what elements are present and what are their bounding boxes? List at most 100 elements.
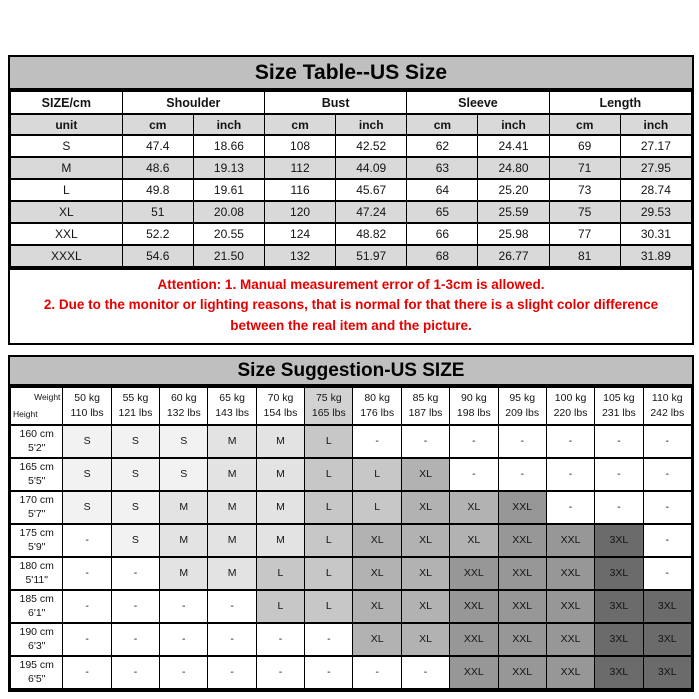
height-label-cell: 190 cm 6'3" [9, 621, 64, 657]
size-suggestion-cell: - [159, 621, 209, 657]
size-table-unit-cell: cm [121, 113, 194, 136]
measurement-cell: 66 [406, 222, 479, 246]
panel-gap [8, 345, 694, 355]
size-suggestion-cell: - [594, 456, 644, 492]
weight-kg-label: 80 kg [364, 391, 390, 404]
size-suggestion-cell: L [352, 489, 402, 525]
size-suggestion-cell: - [594, 489, 644, 525]
height-label-cell: 180 cm 5'11" [9, 555, 64, 591]
size-suggestion-cell: - [642, 522, 693, 558]
measurement-cell: 27.95 [619, 156, 693, 180]
size-suggestion-cell: - [110, 555, 161, 591]
size-suggestion-cell: 3XL [642, 654, 693, 690]
measurement-cell: 68 [406, 244, 479, 268]
size-suggestion-cell: XXL [545, 588, 596, 624]
weight-lbs-label: 121 lbs [118, 406, 153, 419]
size-suggestion-cell: - [400, 654, 451, 690]
measurement-cell: 24.41 [477, 134, 550, 158]
size-suggestion-cell: - [207, 621, 257, 657]
weight-header-cell: 75 kg 165 lbs [304, 385, 354, 426]
size-table-unit-cell: inch [619, 113, 693, 136]
size-suggestion-cell: - [159, 654, 209, 690]
size-suggestion-cell: M [207, 555, 257, 591]
size-table-unit-row: unit cm inch cm inch cm inch cm inch [10, 113, 693, 136]
size-suggestion-cell: - [642, 423, 693, 459]
size-suggestion-cell: - [642, 456, 693, 492]
weight-header-cell: 65 kg 143 lbs [207, 385, 257, 426]
size-suggestion-cell: XL [400, 588, 451, 624]
size-label-cell: M [10, 156, 123, 180]
weight-height-corner: Weight Height [9, 385, 64, 426]
measurement-cell: 48.6 [121, 156, 194, 180]
size-suggestion-cell: - [255, 654, 306, 690]
size-suggestion-cell: S [62, 423, 112, 459]
suggestion-row-180cm: 180 cm 5'11" - - M M L L XL XL XXL XXL XXL 3XL - [9, 555, 693, 591]
weight-lbs-label: 231 lbs [601, 406, 636, 419]
measurement-cell: 77 [548, 222, 621, 246]
size-suggestion-cell: XXL [497, 654, 547, 690]
suggestion-row-195cm: 195 cm 6'5" - - - - - - - - XXL XXL XXL 3XL 3XL [9, 654, 693, 690]
measurement-cell: 26.77 [477, 244, 550, 268]
size-table-unit-cell: cm [548, 113, 621, 136]
size-suggestion-cell: XL [352, 588, 402, 624]
size-table-group-header: Bust [263, 90, 408, 115]
height-cm-label: 195 cm [19, 659, 54, 672]
size-suggestion-cell: M [159, 555, 209, 591]
height-ft-label: 5'9" [28, 541, 46, 554]
size-suggestion-table: Weight Height 50 kg 110 lbs 55 kg 121 lbs 60… [9, 385, 693, 690]
weight-header-cell: 55 kg 121 lbs [110, 385, 161, 426]
weight-kg-label: 75 kg [315, 391, 342, 404]
size-suggestion-cell: - [255, 621, 306, 657]
size-suggestion-cell: M [207, 423, 257, 459]
size-suggestion-cell: M [207, 489, 257, 525]
weight-kg-label: 55 kg [122, 391, 149, 404]
measurement-cell: 112 [263, 156, 337, 180]
size-label-cell: XXL [10, 222, 123, 246]
size-table: SIZE/cm Shoulder Bust Sleeve Length unit cm in… [10, 90, 693, 268]
suggestion-row-190cm: 190 cm 6'3" - - - - - - XL XL XXL XXL XXL 3XL 3XL [9, 621, 693, 657]
suggestion-row-160cm: 160 cm 5'2" S S S M M L - - - - - - - [9, 423, 693, 459]
size-suggestion-cell: - [545, 423, 596, 459]
measurement-cell: 132 [263, 244, 337, 268]
size-label-cell: L [10, 178, 123, 202]
height-ft-label: 6'3" [28, 640, 46, 653]
weight-header-cell: 80 kg 176 lbs [352, 385, 402, 426]
size-suggestion-cell: L [304, 588, 354, 624]
weight-header-cell: 110 kg 242 lbs [642, 385, 693, 426]
measurement-cell: 19.61 [192, 178, 265, 202]
weight-header-cell: 95 kg 209 lbs [497, 385, 547, 426]
size-suggestion-cell: M [159, 489, 209, 525]
size-suggestion-cell: L [304, 555, 354, 591]
weight-header-cell: 60 kg 132 lbs [159, 385, 209, 426]
measurement-cell: 73 [548, 178, 621, 202]
size-suggestion-cell: - [642, 555, 693, 591]
size-suggestion-cell: S [110, 423, 161, 459]
size-suggestion-cell: S [159, 456, 209, 492]
size-suggestion-cell: M [159, 522, 209, 558]
measurement-cell: 25.59 [477, 200, 550, 224]
measurement-cell: 42.52 [335, 134, 408, 158]
size-suggestion-cell: L [304, 522, 354, 558]
size-suggestion-cell: L [304, 423, 354, 459]
size-suggestion-cell: XXL [545, 522, 596, 558]
measurement-cell: 30.31 [619, 222, 693, 246]
size-suggestion-cell: XXL [449, 588, 499, 624]
size-suggestion-cell: S [62, 489, 112, 525]
size-suggestion-cell: - [62, 588, 112, 624]
measurement-cell: 20.55 [192, 222, 265, 246]
measurement-cell: 108 [263, 134, 337, 158]
size-suggestion-cell: XXL [497, 522, 547, 558]
height-ft-label: 5'5" [28, 475, 46, 488]
size-label-cell: XL [10, 200, 123, 224]
measurement-cell: 25.20 [477, 178, 550, 202]
size-label-cell: S [10, 134, 123, 158]
suggestion-row-170cm: 170 cm 5'7" S S M M M L L XL XL XXL - - - [9, 489, 693, 525]
measurement-cell: 27.17 [619, 134, 693, 158]
size-suggestion-cell: XL [449, 522, 499, 558]
size-suggestion-cell: M [255, 456, 306, 492]
size-table-row-S: S 47.4 18.66 108 42.52 62 24.41 69 27.17 [10, 134, 693, 158]
size-suggestion-cell: M [255, 423, 306, 459]
size-suggestion-title: Size Suggestion-US SIZE [10, 356, 692, 386]
size-suggestion-cell: XL [400, 621, 451, 657]
size-table-group-header: SIZE/cm [10, 90, 123, 115]
